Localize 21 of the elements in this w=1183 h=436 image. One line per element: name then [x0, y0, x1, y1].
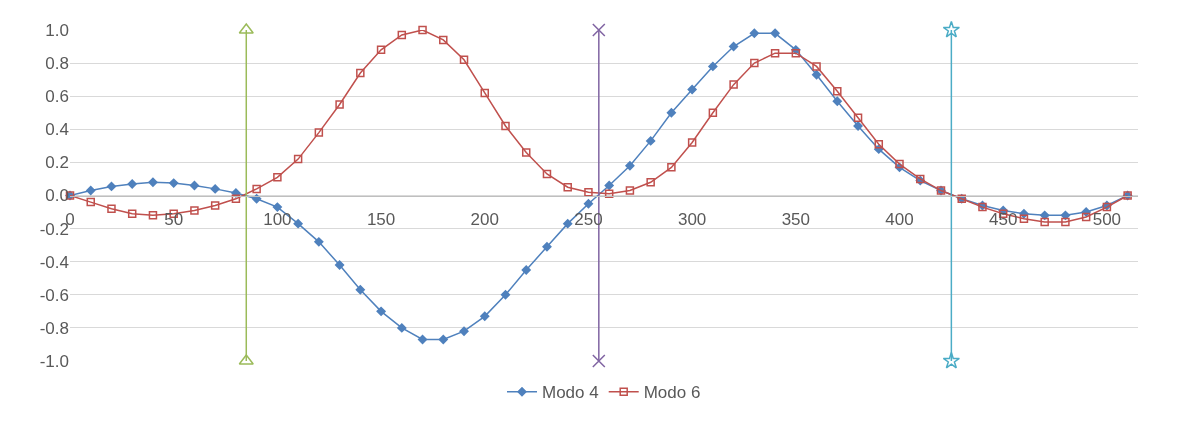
x-tick-label: 350 [781, 209, 811, 229]
y-tick-label: -0.6 [39, 285, 69, 305]
x-tick-label: 400 [885, 209, 914, 229]
y-tick-label: 1.0 [45, 20, 69, 40]
y-tick-label: 0.2 [45, 153, 69, 173]
y-tick-label: -0.8 [39, 318, 69, 338]
y-tick-label: -0.4 [39, 252, 69, 272]
y-tick-label: 0.0 [45, 186, 69, 206]
x-tick-label: 150 [366, 209, 396, 229]
x-tick-label: 100 [263, 209, 292, 229]
legend-label: Modo 6 [643, 383, 701, 403]
y-tick-label: 0.6 [45, 87, 69, 107]
x-tick-label: 50 [164, 209, 184, 229]
x-tick-label: 500 [1092, 209, 1122, 229]
x-tick-label: 300 [677, 209, 707, 229]
y-tick-label: -1.0 [39, 351, 69, 371]
x-tick-label: 200 [470, 209, 499, 229]
y-tick-label: 0.4 [45, 120, 69, 140]
y-tick-label: 0.8 [45, 54, 69, 74]
x-tick-label: 450 [989, 209, 1018, 229]
legend-label: Modo 4 [542, 383, 599, 403]
